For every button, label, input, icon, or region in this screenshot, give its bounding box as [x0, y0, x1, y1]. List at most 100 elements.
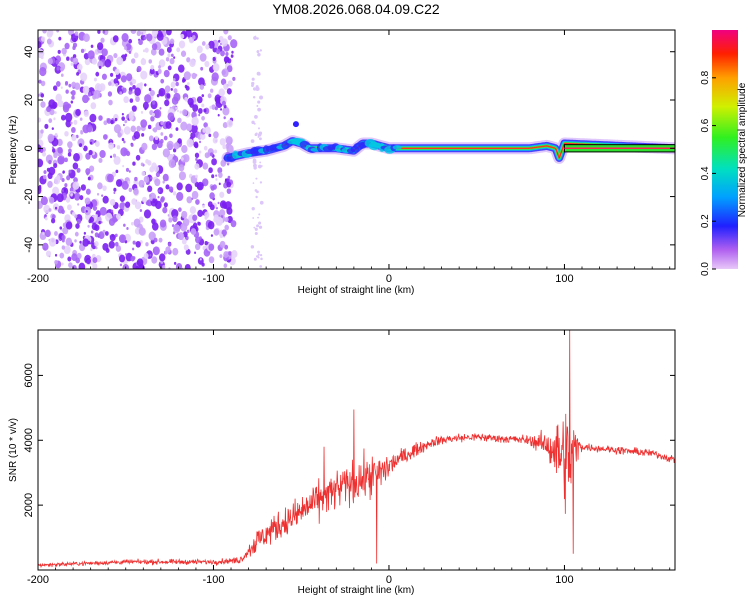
snr-plot-area — [38, 330, 675, 570]
noise-blob — [186, 123, 193, 132]
noise-blob — [125, 201, 131, 208]
noise-blob — [72, 42, 78, 48]
noise-blob-faint — [259, 200, 264, 205]
noise-blob — [175, 106, 178, 110]
noise-blob — [46, 30, 53, 38]
noise-blob — [194, 116, 198, 121]
noise-blob — [68, 148, 72, 154]
noise-blob — [186, 138, 194, 148]
noise-blob — [183, 244, 189, 251]
noise-blob — [136, 258, 144, 267]
noise-blob — [105, 248, 110, 253]
noise-blob — [121, 33, 129, 42]
noise-blob — [38, 79, 42, 84]
noise-blob — [121, 180, 129, 190]
noise-blob — [148, 87, 152, 92]
noise-blob — [59, 252, 65, 259]
noise-blob — [47, 58, 53, 65]
noise-blob — [199, 258, 202, 261]
noise-blob — [131, 78, 137, 85]
noise-blob — [219, 233, 224, 239]
noise-blob — [42, 151, 47, 157]
noise-blob — [158, 65, 162, 69]
noise-blob — [61, 245, 66, 250]
noise-blob — [122, 123, 125, 127]
noise-blob — [196, 45, 203, 54]
noise-blob — [217, 113, 220, 117]
noise-blob — [180, 121, 188, 131]
noise-blob — [130, 30, 137, 35]
noise-blob — [81, 145, 84, 149]
noise-blob — [98, 65, 102, 69]
noise-blob — [219, 138, 226, 146]
noise-blob — [153, 165, 160, 173]
noise-blob — [150, 115, 155, 122]
noise-blob — [93, 77, 97, 82]
noise-blob — [198, 77, 205, 86]
noise-blob — [227, 58, 232, 64]
noise-blob — [130, 256, 135, 262]
noise-blob — [149, 166, 155, 173]
noise-blob — [53, 162, 58, 169]
noise-blob — [66, 56, 70, 61]
noise-blob — [190, 228, 197, 235]
noise-blob — [64, 130, 69, 137]
noise-blob — [163, 135, 168, 141]
noise-blob — [182, 218, 190, 227]
noise-blob — [139, 82, 143, 87]
noise-blob — [221, 229, 227, 237]
noise-blob — [169, 38, 175, 45]
noise-blob — [99, 150, 106, 159]
noise-blob — [135, 240, 141, 248]
noise-blob — [150, 176, 153, 180]
noise-blob — [70, 100, 74, 104]
noise-blob — [73, 192, 81, 201]
snr-line — [38, 330, 675, 569]
noise-blob — [164, 85, 171, 93]
noise-blob — [145, 200, 150, 206]
noise-blob — [135, 265, 140, 269]
noise-blob — [215, 48, 221, 55]
noise-blob — [71, 90, 76, 96]
noise-blob — [123, 223, 126, 227]
noise-blob — [98, 157, 103, 164]
noise-blob — [140, 58, 147, 66]
noise-blob-faint — [258, 221, 262, 225]
noise-blob — [59, 226, 63, 230]
noise-blob — [163, 69, 170, 78]
noise-blob — [149, 254, 152, 257]
noise-blob — [140, 162, 144, 167]
noise-blob — [227, 175, 231, 180]
noise-blob — [106, 173, 114, 183]
noise-blob — [76, 218, 82, 225]
noise-blob — [62, 226, 69, 235]
noise-blob — [199, 53, 207, 62]
colorbar-tick-label: 0.8 — [700, 70, 711, 84]
noise-blob — [173, 56, 176, 59]
noise-blob — [202, 162, 209, 170]
noise-blob — [65, 112, 73, 122]
noise-blob — [192, 104, 199, 112]
noise-blob — [160, 197, 165, 203]
noise-blob — [154, 135, 159, 140]
noise-blob — [130, 221, 134, 226]
noise-blob — [212, 137, 218, 144]
noise-blob — [138, 39, 143, 46]
noise-blob — [53, 176, 61, 185]
noise-blob — [213, 228, 220, 236]
noise-blob-faint — [257, 216, 259, 219]
noise-blob — [151, 256, 158, 264]
spectrogram-y-tick-label: 20 — [23, 94, 35, 106]
noise-blob — [178, 171, 187, 181]
noise-blob — [141, 132, 145, 137]
noise-blob — [152, 127, 158, 133]
noise-blob — [48, 166, 56, 176]
noise-blob — [217, 167, 223, 174]
spectrogram-x-tick-label: 100 — [555, 273, 573, 285]
snr-x-tick-label: 100 — [555, 574, 573, 586]
noise-blob-faint — [256, 50, 260, 54]
noise-blob — [225, 136, 233, 145]
noise-blob-faint — [253, 257, 257, 261]
noise-blob — [223, 116, 226, 120]
noise-blob — [227, 35, 232, 41]
